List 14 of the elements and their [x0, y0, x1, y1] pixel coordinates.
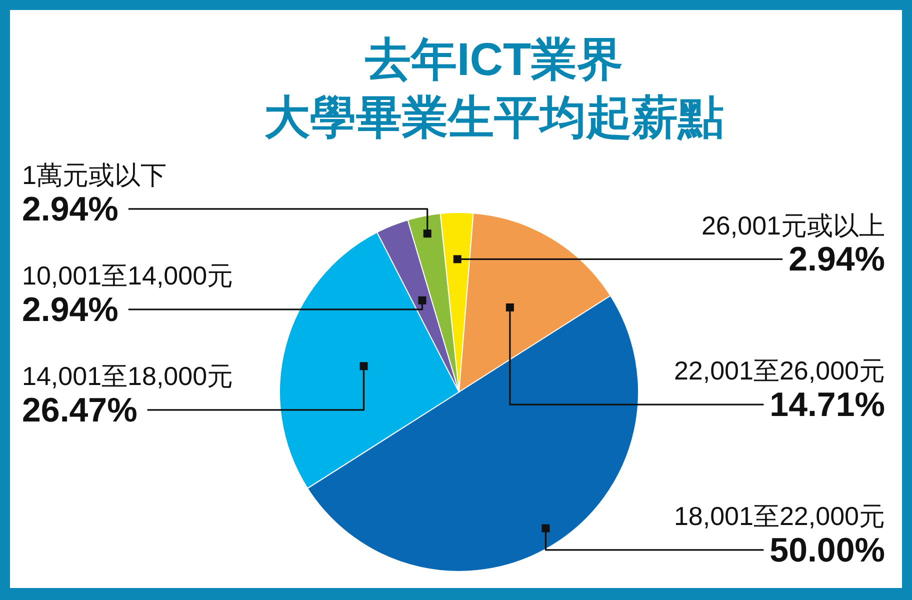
slice-label: 14,001至18,000元 — [22, 361, 234, 392]
data-label: 50.00% — [770, 531, 885, 570]
data-label: 2.94% — [788, 240, 885, 279]
slice-label: 10,001至14,000元 — [22, 260, 234, 291]
data-label: 2.94% — [22, 290, 118, 329]
data-label: 26.47% — [22, 391, 138, 430]
slice-label: 1萬元或以下 — [22, 160, 166, 190]
slice-label: 26,001元或以上 — [701, 210, 885, 240]
slice-label: 18,001至22,000元 — [674, 501, 885, 532]
slice-label: 22,001至26,000元 — [674, 356, 885, 386]
chart-subtitle: 大學畢業生平均起薪點 — [263, 90, 725, 145]
data-label: 2.94% — [22, 190, 118, 228]
chart-title: 去年ICT業界 — [364, 32, 624, 87]
data-label: 14.71% — [770, 386, 885, 424]
